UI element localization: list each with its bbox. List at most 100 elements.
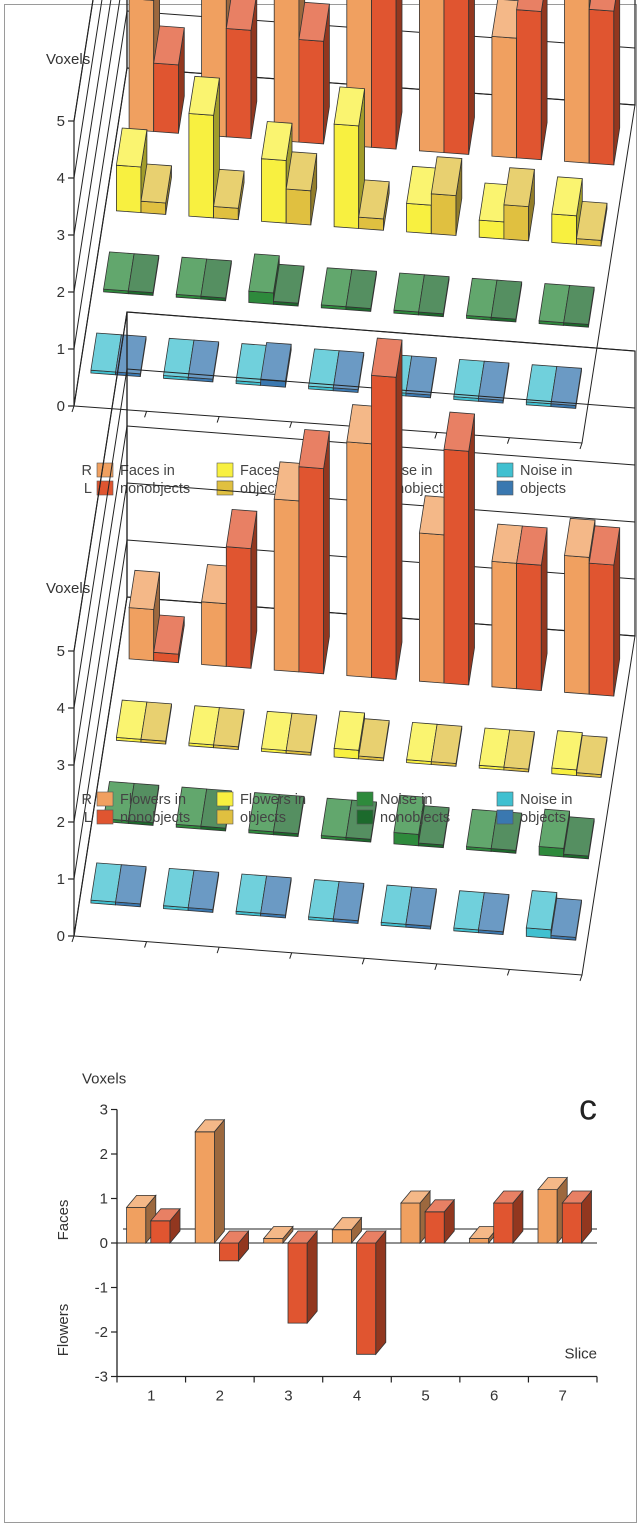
x-tick bbox=[289, 952, 293, 959]
y-tick-label: 3 bbox=[100, 1102, 108, 1119]
x-tick bbox=[434, 963, 438, 971]
x-tick bbox=[434, 432, 438, 439]
bar-top bbox=[563, 816, 595, 857]
gridline bbox=[73, 0, 112, 236]
bar-top bbox=[525, 890, 558, 931]
legend-entry-line2: objects bbox=[520, 481, 566, 497]
bar-a-s2-c1 bbox=[188, 75, 220, 219]
bar-front bbox=[491, 35, 517, 159]
bar-top bbox=[503, 167, 535, 208]
bar-top bbox=[430, 723, 463, 764]
bar-top bbox=[332, 350, 365, 391]
bar-top bbox=[576, 200, 608, 241]
legend-swatch bbox=[496, 791, 514, 807]
bar-b-s1-c0 bbox=[153, 614, 185, 664]
bar-side bbox=[468, 0, 475, 155]
bar-top bbox=[153, 25, 185, 66]
bar-side bbox=[375, 1229, 387, 1356]
legend-entry-line1: Flowers in bbox=[240, 792, 306, 808]
bar-b-s1-c6 bbox=[588, 525, 621, 697]
bar-b-s1-c5 bbox=[516, 525, 548, 692]
y-tick-label: 1 bbox=[57, 871, 65, 888]
legend-entry-line1: Faces in bbox=[120, 463, 175, 479]
bar-top bbox=[128, 569, 161, 610]
bar-front bbox=[273, 498, 300, 673]
gridline bbox=[73, 0, 121, 293]
bar-top bbox=[115, 127, 148, 168]
bar-b-s1-c3 bbox=[371, 337, 403, 680]
x-tick-label: 4 bbox=[353, 1388, 361, 1405]
bar-front bbox=[516, 562, 542, 692]
bar-top bbox=[285, 151, 318, 192]
bar-c-s1-c1 bbox=[218, 1229, 250, 1262]
bar-top bbox=[588, 525, 621, 566]
bar-side bbox=[540, 0, 548, 160]
bar-front bbox=[225, 546, 252, 669]
bar-front bbox=[140, 200, 167, 215]
bar-top bbox=[332, 881, 365, 922]
bar-front bbox=[285, 188, 312, 226]
bar-front bbox=[588, 562, 615, 697]
bar-top bbox=[490, 279, 523, 320]
bar-b-s5-c2 bbox=[272, 794, 305, 838]
x-tick bbox=[579, 974, 583, 982]
legend-r-label: R bbox=[82, 792, 92, 808]
bar-b-s7-c4 bbox=[405, 886, 437, 930]
bar-b-s0-c0 bbox=[128, 569, 161, 662]
bar-b-s7-c1 bbox=[187, 869, 220, 913]
bar-a-s3-c6 bbox=[576, 200, 608, 247]
bar-top bbox=[537, 1177, 569, 1190]
y-tick-label: 2 bbox=[100, 1146, 108, 1163]
bar-a-s7-c2 bbox=[260, 342, 292, 388]
bar-a-s3-c1 bbox=[213, 168, 245, 221]
bar-b-s7-c5 bbox=[477, 892, 510, 936]
bar-top bbox=[218, 1230, 250, 1244]
bar-top bbox=[405, 355, 437, 396]
legend-entry-line1: Flowers in bbox=[120, 792, 186, 808]
y-tick-label: 1 bbox=[100, 1191, 108, 1208]
bar-top bbox=[563, 284, 595, 325]
bar-front bbox=[346, 441, 372, 678]
x-tick bbox=[216, 946, 220, 954]
bar-c-s0-c2 bbox=[262, 1225, 294, 1245]
bar-top bbox=[127, 253, 160, 294]
bar-top bbox=[424, 1199, 456, 1213]
bar-front bbox=[358, 216, 384, 231]
bar-front bbox=[201, 601, 227, 667]
legend-l-label: L bbox=[84, 810, 92, 826]
legend-swatch bbox=[216, 791, 234, 807]
legend-swatch bbox=[496, 480, 514, 496]
gridline bbox=[73, 368, 636, 709]
bar-side bbox=[395, 339, 403, 680]
bar-side bbox=[613, 0, 621, 166]
bar-top bbox=[225, 0, 257, 31]
bar-b-s3-c4 bbox=[430, 723, 463, 767]
bar-top bbox=[358, 179, 390, 220]
legend-entry-line2: objects bbox=[520, 810, 566, 826]
bar-front bbox=[430, 193, 457, 236]
bar-top bbox=[333, 710, 366, 751]
y-tick-label: 3 bbox=[57, 757, 65, 774]
x-tick bbox=[506, 969, 510, 976]
bar-a-s7-c1 bbox=[187, 339, 220, 383]
legend-swatch bbox=[96, 791, 114, 807]
bar-top bbox=[272, 263, 305, 304]
bar-front bbox=[150, 1220, 171, 1244]
x-tick bbox=[361, 958, 365, 965]
bar-front bbox=[406, 202, 432, 235]
bar-a-s3-c0 bbox=[140, 163, 172, 215]
bar-top bbox=[272, 794, 305, 835]
bar-top bbox=[576, 735, 608, 776]
bar-top bbox=[149, 1208, 181, 1222]
bar-top bbox=[538, 808, 571, 849]
y-tick-label: -2 bbox=[95, 1324, 108, 1341]
bar-front bbox=[116, 164, 142, 214]
bar-top bbox=[225, 508, 258, 550]
bar-side bbox=[468, 413, 475, 686]
bar-front bbox=[493, 1202, 514, 1244]
bar-top bbox=[187, 339, 220, 380]
bar-top bbox=[503, 729, 535, 770]
bar-b-s3-c1 bbox=[213, 707, 245, 751]
bar-a-s5-c1 bbox=[200, 258, 232, 302]
legend-entry-line2: nonobjects bbox=[120, 481, 190, 497]
